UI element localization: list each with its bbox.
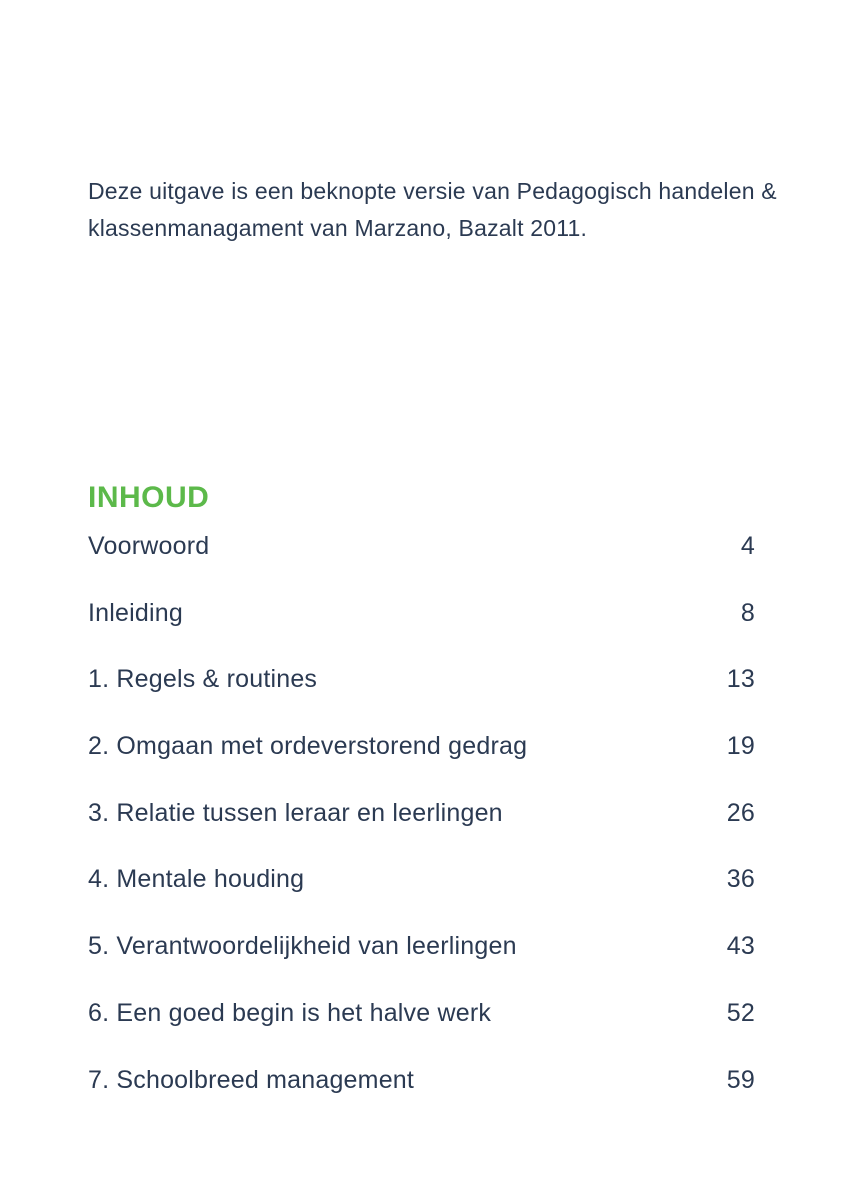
edition-note: Deze uitgave is een beknopte versie van … (88, 178, 777, 241)
toc-entry-page-number: 19 (726, 732, 755, 761)
toc-entry-title: 3. Relatie tussen leraar en leerlingen (88, 798, 503, 827)
toc-entry[interactable]: 5. Verantwoordelijkheid van leerlingen 4… (88, 930, 755, 997)
toc-entry[interactable]: 2. Omgaan met ordeverstorend gedrag 19 (88, 730, 755, 797)
toc-entry[interactable]: Inleiding 8 (88, 597, 755, 664)
toc-entry-page-number: 52 (726, 998, 755, 1027)
toc-entry[interactable]: 3. Relatie tussen leraar en leerlingen 2… (88, 797, 755, 864)
toc-entry-page-number: 36 (726, 865, 755, 894)
toc-entry-title: 2. Omgaan met ordeverstorend gedrag (88, 732, 528, 761)
toc-entry-title: 5. Verantwoordelijkheid van leerlingen (88, 932, 517, 961)
toc-entry[interactable]: Voorwoord 4 (88, 530, 755, 597)
toc-entry-page-number: 43 (726, 932, 755, 961)
toc-entry[interactable]: 4. Mentale houding 36 (88, 863, 755, 930)
toc-entry[interactable]: 6. Een goed begin is het halve werk 52 (88, 997, 755, 1064)
toc-entry[interactable]: 7. Schoolbreed management 59 (88, 1064, 755, 1131)
toc-entry-title: Inleiding (88, 598, 183, 627)
toc-entry-title: 1. Regels & routines (88, 665, 318, 694)
toc-entry-page-number: 26 (726, 798, 755, 827)
toc-entry-title: 7. Schoolbreed management (88, 1065, 415, 1094)
toc-heading: INHOUD (88, 481, 210, 515)
toc-entry-page-number: 4 (740, 532, 755, 560)
toc-entry-title: 4. Mentale houding (88, 865, 305, 894)
table-of-contents: Voorwoord 4 Inleiding 8 1. Regels & rout… (88, 530, 755, 1130)
toc-entry-page-number: 8 (740, 598, 755, 627)
toc-entry-title: 6. Een goed begin is het halve werk (88, 998, 492, 1027)
toc-entry[interactable]: 1. Regels & routines 13 (88, 663, 755, 730)
toc-entry-page-number: 13 (726, 665, 755, 694)
toc-entry-page-number: 59 (726, 1065, 755, 1094)
toc-entry-title: Voorwoord (88, 532, 210, 560)
